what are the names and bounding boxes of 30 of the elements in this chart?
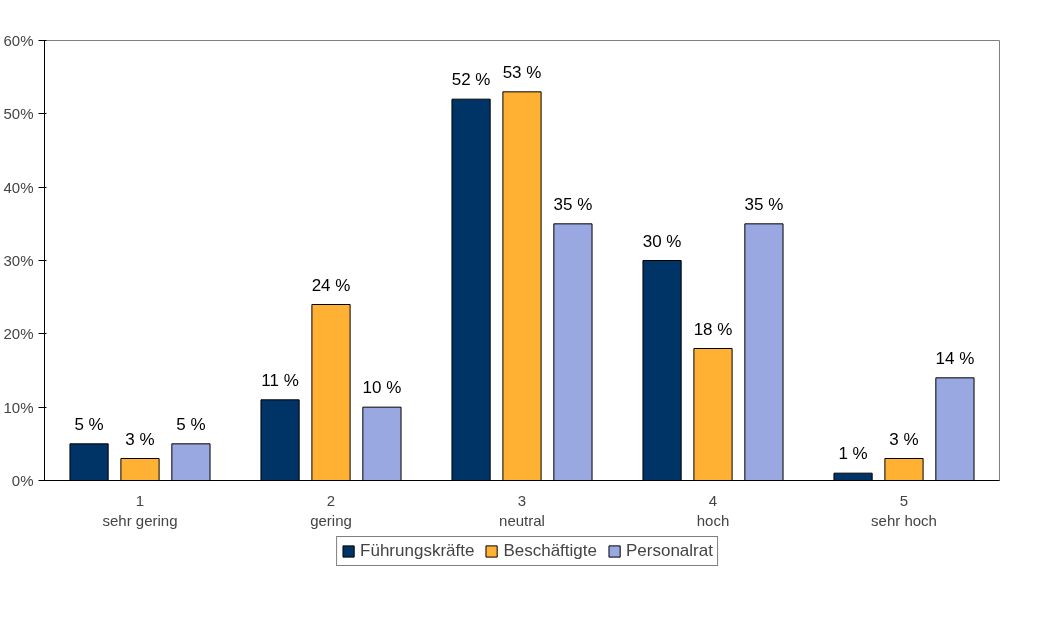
- legend-label: Beschäftigte: [503, 541, 597, 561]
- y-tick-label: 40%: [3, 178, 34, 196]
- data-label: 1 %: [838, 444, 868, 464]
- x-tick-label: 5 sehr hoch: [871, 491, 937, 529]
- data-label: 5 %: [74, 414, 104, 434]
- data-label: 3 %: [889, 429, 919, 449]
- data-label: 18 %: [693, 319, 733, 339]
- data-label: 3 %: [125, 429, 155, 449]
- y-tick-label: 20%: [3, 325, 34, 343]
- x-tick-label: 2 gering: [310, 491, 352, 529]
- x-tick-label: 1 sehr gering: [102, 491, 178, 529]
- data-label: 5 %: [176, 414, 206, 434]
- data-label: 35 %: [744, 194, 784, 214]
- y-tick-label: 50%: [3, 105, 34, 123]
- data-label: 24 %: [311, 275, 351, 295]
- legend-label: Führungskräfte: [360, 541, 475, 561]
- data-label: 14 %: [935, 348, 975, 368]
- data-label: 11 %: [261, 370, 299, 390]
- y-tick-label: 60%: [3, 32, 34, 49]
- data-label: 52 %: [451, 70, 491, 90]
- data-label: 10 %: [362, 378, 402, 398]
- x-tick-label: 3 neutral: [499, 491, 545, 529]
- y-tick-label: 30%: [3, 252, 34, 269]
- data-label: 35 %: [553, 194, 593, 214]
- y-tick-label: 0%: [11, 472, 34, 489]
- data-label: 53 %: [502, 62, 542, 82]
- legend-label: Personalrat: [625, 541, 713, 561]
- x-tick-label: 4 hoch: [696, 491, 730, 529]
- data-label: 30 %: [642, 231, 682, 251]
- y-tick-label: 10%: [3, 398, 34, 416]
